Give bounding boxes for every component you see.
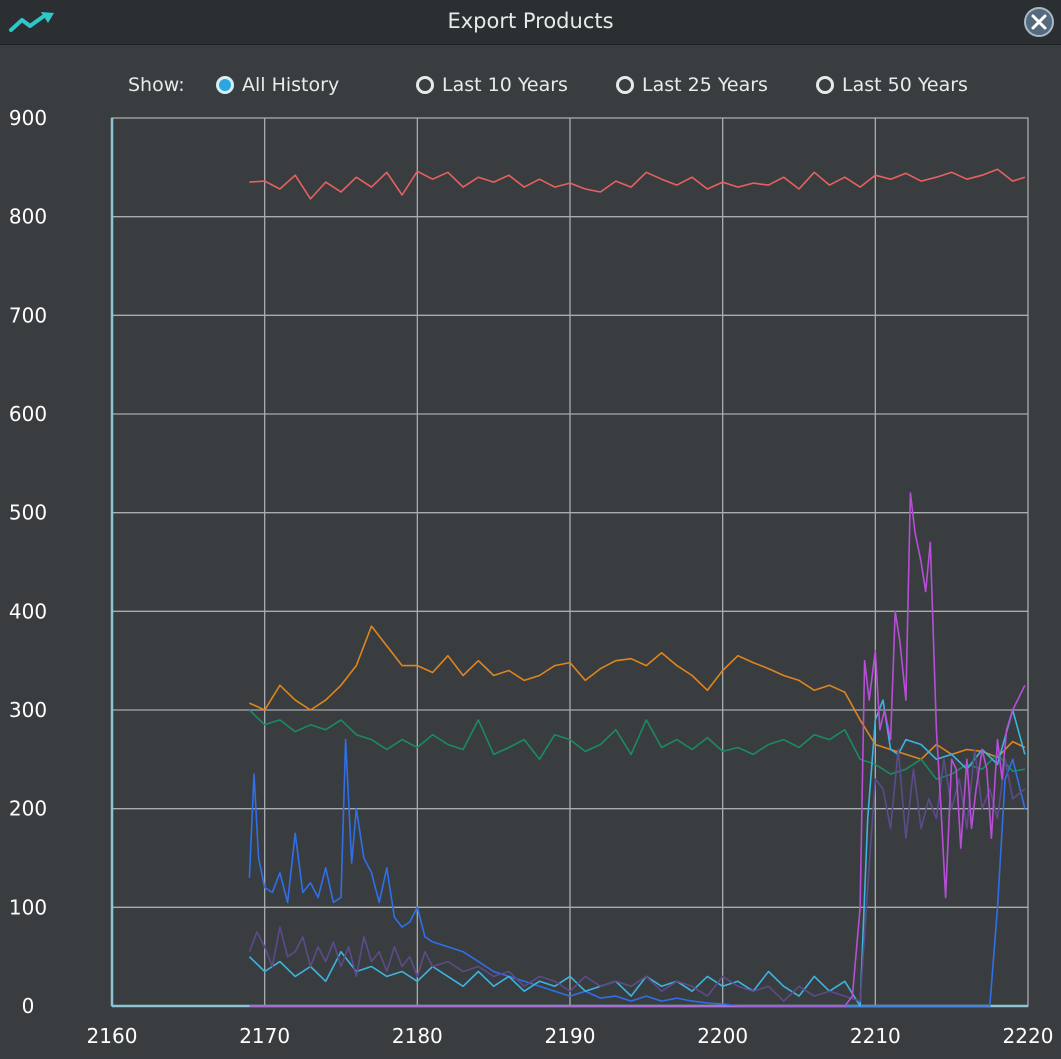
y-tick-label: 500: [9, 501, 47, 525]
y-tick-label: 0: [22, 994, 35, 1018]
close-button[interactable]: [1024, 7, 1054, 37]
series-line-6: [248, 748, 1026, 1002]
radio-unselected-icon: [416, 76, 434, 94]
title-bar: Export Products: [0, 0, 1061, 45]
series-line-5: [248, 699, 1026, 1007]
radio-last-10-years[interactable]: Last 10 Years: [416, 72, 568, 98]
x-tick-label: 2220: [1003, 1024, 1054, 1048]
series-line-1: [249, 168, 1026, 200]
radio-label: Last 25 Years: [642, 74, 768, 96]
y-tick-label: 800: [9, 205, 47, 229]
radio-label: Last 10 Years: [442, 74, 568, 96]
y-tick-label: 200: [9, 797, 47, 821]
x-tick-label: 2160: [87, 1024, 138, 1048]
y-tick-label: 900: [9, 106, 47, 130]
export-products-chart: 2160 2170 2180 2190 2200 2210 2220 0 100 200 300 40…: [9, 106, 1054, 1048]
x-tick-label: 2180: [392, 1024, 443, 1048]
close-icon: [1031, 14, 1047, 30]
radio-last-25-years[interactable]: Last 25 Years: [616, 72, 768, 98]
x-tick-label: 2200: [697, 1024, 748, 1048]
series-line-4: [248, 738, 1026, 1007]
radio-unselected-icon: [616, 76, 634, 94]
y-tick-label: 600: [9, 402, 47, 426]
show-label: Show:: [128, 74, 185, 96]
x-tick-label: 2190: [545, 1024, 596, 1048]
x-tick-label: 2170: [239, 1024, 290, 1048]
chart-tick-labels: 2160 2170 2180 2190 2200 2210 2220 0 100 200 300 40…: [9, 106, 1054, 1048]
series-line-7: [249, 492, 1026, 1007]
trend-up-icon: [9, 12, 54, 32]
radio-selected-icon: [216, 76, 234, 94]
radio-all-history[interactable]: All History: [216, 72, 339, 98]
window-title: Export Products: [447, 9, 614, 33]
radio-label: All History: [242, 74, 340, 96]
y-tick-label: 100: [9, 895, 47, 919]
x-tick-label: 2210: [850, 1024, 901, 1048]
y-tick-label: 300: [9, 698, 47, 722]
radio-last-50-years[interactable]: Last 50 Years: [816, 72, 968, 98]
radio-unselected-icon: [816, 76, 834, 94]
y-tick-label: 700: [9, 303, 47, 327]
y-tick-label: 400: [9, 599, 47, 623]
chart-series: [248, 168, 1026, 1007]
radio-label: Last 50 Years: [842, 74, 968, 96]
history-filter: Show: All History Last 10 Years Last 25 …: [0, 68, 1061, 102]
series-line-3: [248, 709, 1026, 780]
